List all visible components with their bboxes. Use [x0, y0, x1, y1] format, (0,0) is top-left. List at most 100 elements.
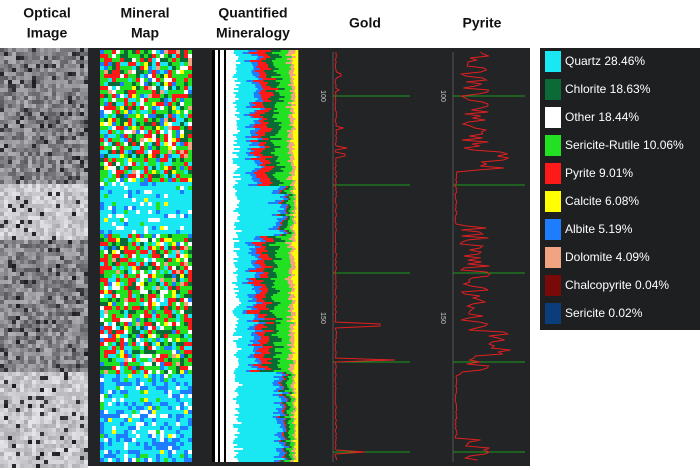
optical-pixel	[72, 68, 76, 72]
optical-pixel	[84, 232, 88, 236]
mineral-pixel	[156, 338, 160, 342]
optical-pixel	[44, 72, 48, 76]
optical-pixel	[16, 124, 20, 128]
optical-pixel	[64, 380, 68, 384]
optical-pixel	[16, 188, 20, 192]
mineral-pixel	[172, 134, 176, 138]
mineral-pixel	[168, 118, 172, 122]
optical-pixel	[0, 376, 4, 380]
optical-pixel	[84, 204, 88, 208]
mineral-pixel	[168, 242, 172, 246]
mineral-pixel	[156, 286, 160, 290]
optical-pixel	[44, 236, 48, 240]
optical-pixel	[36, 464, 40, 468]
optical-pixel	[28, 280, 32, 284]
optical-pixel	[60, 132, 64, 136]
mineral-pixel	[132, 134, 136, 138]
mineral-pixel	[164, 134, 168, 138]
optical-pixel	[4, 384, 8, 388]
optical-pixel	[68, 60, 72, 64]
optical-pixel	[36, 400, 40, 404]
mineral-pixel	[120, 294, 124, 298]
optical-pixel	[68, 348, 72, 352]
optical-pixel	[60, 72, 64, 76]
mineral-pixel	[144, 294, 148, 298]
optical-pixel	[36, 56, 40, 60]
mineral-pixel	[120, 446, 124, 450]
optical-pixel	[8, 172, 12, 176]
optical-pixel	[48, 384, 52, 388]
optical-pixel	[64, 352, 68, 356]
optical-pixel	[12, 440, 16, 444]
mineral-pixel	[128, 226, 132, 230]
optical-pixel	[84, 224, 88, 228]
mineral-pixel	[116, 162, 120, 166]
optical-pixel	[76, 352, 80, 356]
optical-pixel	[80, 60, 84, 64]
mineral-pixel	[116, 62, 120, 66]
optical-pixel	[20, 360, 24, 364]
mineralogy-band	[275, 78, 283, 80]
mineral-pixel	[136, 166, 140, 170]
mineral-pixel	[172, 306, 176, 310]
optical-pixel	[28, 320, 32, 324]
optical-pixel	[24, 264, 28, 268]
mineralogy-band	[293, 122, 299, 124]
optical-pixel	[56, 336, 60, 340]
optical-pixel	[16, 128, 20, 132]
optical-pixel	[44, 52, 48, 56]
optical-pixel	[16, 328, 20, 332]
mineral-pixel	[172, 410, 176, 414]
mineral-pixel	[124, 430, 128, 434]
optical-pixel	[36, 188, 40, 192]
mineral-pixel	[180, 418, 184, 422]
optical-pixel	[24, 140, 28, 144]
optical-pixel	[12, 272, 16, 276]
optical-pixel	[16, 180, 20, 184]
optical-pixel	[12, 136, 16, 140]
mineral-pixel	[188, 310, 192, 314]
mineral-pixel	[104, 82, 108, 86]
mineral-pixel	[188, 362, 192, 366]
mineral-pixel	[156, 298, 160, 302]
mineral-pixel	[112, 306, 116, 310]
mineral-pixel	[176, 438, 180, 442]
optical-pixel	[16, 152, 20, 156]
optical-pixel	[52, 232, 56, 236]
optical-pixel	[68, 432, 72, 436]
optical-pixel	[12, 132, 16, 136]
mineral-pixel	[124, 354, 128, 358]
optical-pixel	[24, 176, 28, 180]
mineral-pixel	[180, 266, 184, 270]
optical-pixel	[28, 212, 32, 216]
mineral-pixel	[184, 166, 188, 170]
optical-pixel	[64, 188, 68, 192]
optical-pixel	[72, 180, 76, 184]
optical-pixel	[64, 320, 68, 324]
mineral-pixel	[164, 330, 168, 334]
mineral-pixel	[164, 394, 168, 398]
optical-pixel	[76, 312, 80, 316]
optical-pixel	[72, 240, 76, 244]
mineral-pixel	[168, 366, 172, 370]
optical-pixel	[76, 88, 80, 92]
mineral-pixel	[152, 442, 156, 446]
optical-pixel	[48, 272, 52, 276]
optical-pixel	[36, 428, 40, 432]
optical-pixel	[68, 100, 72, 104]
optical-pixel	[4, 136, 8, 140]
mineral-pixel	[164, 302, 168, 306]
mineralogy-band	[228, 82, 241, 84]
optical-pixel	[68, 144, 72, 148]
optical-pixel	[36, 240, 40, 244]
optical-pixel	[76, 252, 80, 256]
mineral-pixel	[172, 250, 176, 254]
mineral-pixel	[132, 222, 136, 226]
mineral-pixel	[140, 326, 144, 330]
mineral-pixel	[112, 142, 116, 146]
mineral-pixel	[172, 274, 176, 278]
mineral-pixel	[112, 442, 116, 446]
mineral-pixel	[176, 122, 180, 126]
mineral-pixel	[120, 190, 124, 194]
optical-pixel	[80, 380, 84, 384]
